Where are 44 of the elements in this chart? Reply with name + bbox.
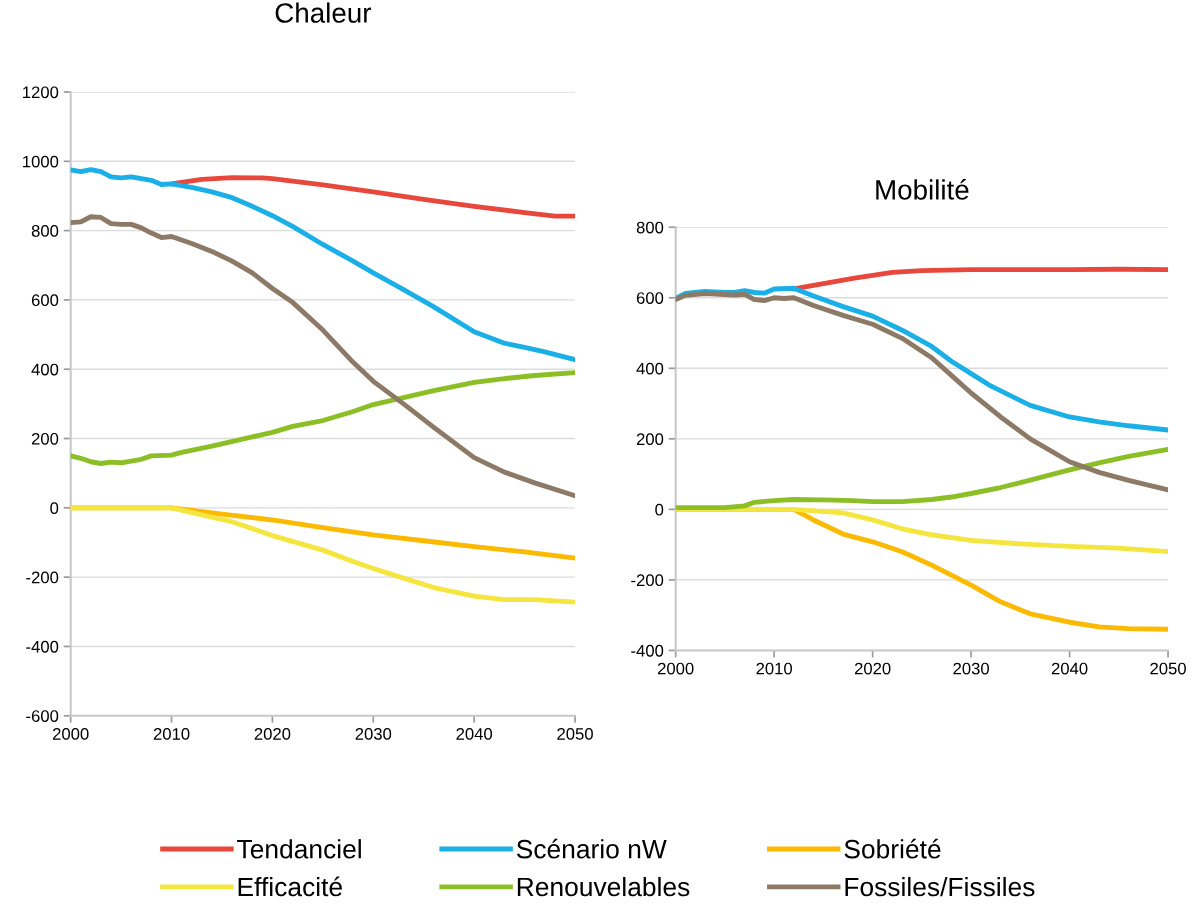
y-tick-label: -200 (26, 571, 59, 584)
line-series (70, 505, 576, 605)
y-tick-label: 600 (636, 292, 664, 304)
line-series (675, 291, 1169, 493)
y-tick-label: -400 (631, 644, 664, 657)
legend-label: Renouvelables (517, 876, 690, 897)
x-tick-label: 2020 (854, 662, 891, 675)
line-series (675, 446, 1169, 511)
y-tick-label: -600 (26, 710, 59, 722)
legend-label: Sobriété (844, 838, 941, 859)
line-series (70, 167, 576, 362)
legend-label: Scénario nW (516, 838, 667, 859)
y-tick-label: 0 (50, 502, 59, 515)
legend-label: Fossiles/Fissiles (845, 876, 1035, 897)
legend-label: Tendanciel (237, 839, 361, 859)
x-tick-label: 2010 (756, 662, 793, 675)
y-tick-label: 200 (31, 432, 59, 445)
line-series (70, 214, 576, 499)
y-tick-label: 200 (636, 433, 664, 446)
x-tick-label: 2050 (557, 728, 593, 740)
x-tick-label: 2030 (953, 662, 989, 675)
y-tick-label: 1200 (23, 86, 59, 99)
y-tick-label: 0 (655, 503, 664, 516)
y-tick-label: 800 (31, 225, 59, 237)
y-tick-label: 1000 (23, 155, 59, 168)
y-tick-label: -200 (631, 574, 664, 587)
line-series (70, 370, 576, 466)
x-tick-label: 2000 (52, 728, 89, 740)
line-series (169, 175, 576, 219)
x-tick-label: 2000 (657, 662, 694, 675)
legend-label: Efficacité (238, 876, 342, 897)
x-tick-label: 2020 (254, 728, 291, 740)
y-tick-label: 400 (636, 362, 664, 375)
y-tick-label: 600 (31, 294, 59, 307)
y-tick-label: -400 (26, 640, 59, 653)
x-tick-label: 2030 (355, 728, 392, 740)
chart-title: Chaleur (275, 2, 372, 23)
x-tick-label: 2010 (153, 728, 190, 740)
x-tick-label: 2040 (1051, 662, 1088, 675)
x-tick-label: 2050 (1150, 662, 1186, 675)
x-tick-label: 2040 (456, 728, 493, 740)
chart-title: Mobilité (876, 179, 969, 200)
y-tick-label: 400 (31, 363, 59, 376)
y-tick-label: 800 (636, 221, 664, 234)
